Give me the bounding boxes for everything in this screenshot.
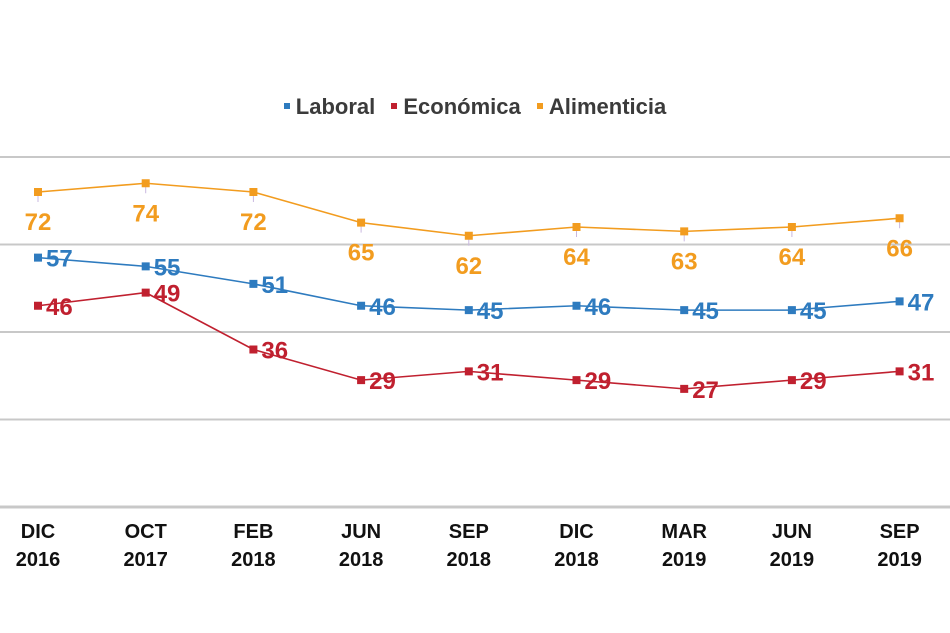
data-label-laboral: 57	[46, 246, 73, 273]
x-tick-label-month: DIC	[559, 521, 593, 543]
x-tick-label-month: FEB	[233, 521, 273, 543]
data-point-laboral	[787, 306, 796, 315]
data-point-laboral	[464, 306, 473, 315]
legend-swatch-alimenticia	[536, 103, 543, 110]
data-point-economica	[680, 384, 689, 393]
legend-item-laboral: Laboral	[283, 94, 376, 120]
data-label-laboral: 46	[585, 294, 612, 321]
data-label-laboral: 46	[369, 294, 396, 321]
x-tick-label-year: 2018	[447, 549, 492, 571]
data-label-economica: 36	[261, 338, 288, 365]
x-tick-label-year: 2017	[123, 549, 168, 571]
data-point-laboral	[141, 262, 150, 271]
x-tick-label-year: 2019	[770, 549, 815, 571]
data-point-alimenticia	[895, 214, 904, 223]
data-point-economica	[787, 376, 796, 385]
data-label-alimenticia: 66	[886, 235, 913, 262]
legend-item-alimenticia: Alimenticia	[536, 94, 667, 120]
data-point-alimenticia	[249, 188, 258, 196]
data-label-laboral: 55	[154, 254, 181, 281]
data-point-laboral	[249, 279, 258, 288]
legend-swatch-economica	[391, 103, 398, 110]
x-tick-label-month: JUN	[341, 521, 381, 543]
data-point-alimenticia	[357, 218, 366, 227]
legend-swatch-laboral	[283, 103, 290, 110]
x-tick-label-month: OCT	[125, 521, 167, 543]
x-tick-label-year: 2018	[339, 549, 384, 571]
data-point-alimenticia	[141, 179, 150, 188]
data-label-alimenticia: 72	[25, 209, 52, 236]
data-point-economica	[34, 301, 42, 310]
data-label-alimenticia: 63	[671, 248, 698, 275]
data-label-economica: 29	[800, 368, 827, 395]
data-point-alimenticia	[787, 223, 796, 231]
data-point-laboral	[895, 297, 904, 306]
data-point-alimenticia	[680, 227, 689, 236]
data-label-economica: 46	[46, 294, 73, 321]
data-label-economica: 31	[908, 359, 935, 386]
data-label-laboral: 45	[692, 298, 719, 325]
legend-item-economica: Económica	[391, 94, 521, 120]
data-point-laboral	[34, 253, 42, 262]
legend-label-alimenticia: Alimenticia	[548, 94, 667, 119]
data-label-alimenticia: 65	[348, 240, 375, 267]
x-tick-label-month: SEP	[449, 521, 489, 543]
data-point-economica	[895, 367, 904, 376]
series-line-alimenticia	[37, 182, 900, 237]
x-tick-label-month: DIC	[21, 521, 55, 543]
data-label-alimenticia: 64	[563, 244, 590, 271]
data-point-economica	[141, 288, 150, 297]
data-label-economica: 27	[692, 377, 719, 404]
data-label-economica: 29	[585, 368, 612, 395]
legend-label-laboral: Laboral	[295, 94, 376, 119]
data-point-laboral	[680, 306, 689, 315]
data-point-economica	[464, 367, 473, 376]
chart-legend: Laboral Económica Alimenticia	[0, 94, 950, 120]
data-point-alimenticia	[572, 223, 581, 231]
x-tick-label-year: 2019	[662, 549, 707, 571]
x-tick-label-month: MAR	[661, 521, 707, 543]
data-point-economica	[249, 345, 258, 354]
data-label-alimenticia: 62	[455, 253, 482, 280]
data-point-laboral	[572, 301, 581, 310]
data-label-laboral: 45	[477, 298, 504, 325]
x-tick-label-year: 2016	[16, 549, 61, 571]
data-label-laboral: 51	[261, 272, 288, 299]
data-label-economica: 29	[369, 368, 396, 395]
x-tick-label-year: 2018	[554, 549, 599, 571]
data-label-alimenticia: 64	[779, 244, 806, 271]
data-label-alimenticia: 72	[240, 209, 267, 236]
data-label-economica: 31	[477, 359, 504, 386]
legend-label-economica: Económica	[403, 94, 521, 119]
x-tick-label-month: JUN	[772, 521, 812, 543]
data-point-alimenticia	[34, 188, 42, 196]
data-label-laboral: 47	[908, 289, 935, 316]
x-tick-label-year: 2018	[231, 549, 276, 571]
data-point-alimenticia	[464, 231, 473, 240]
data-label-laboral: 45	[800, 298, 827, 325]
data-label-alimenticia: 74	[132, 200, 159, 227]
data-point-laboral	[357, 301, 366, 310]
data-label-economica: 49	[154, 281, 181, 308]
data-point-economica	[572, 376, 581, 385]
x-tick-label-year: 2019	[877, 549, 922, 571]
x-tick-label-month: SEP	[880, 521, 920, 543]
data-point-economica	[357, 376, 366, 385]
